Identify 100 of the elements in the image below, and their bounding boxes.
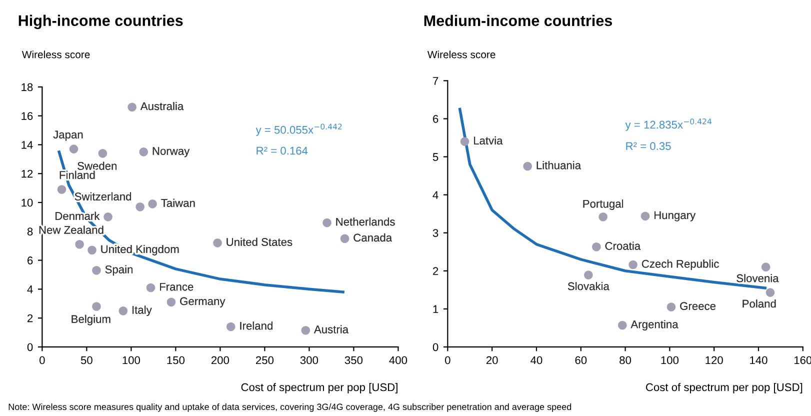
y-tick-label: 5 [432,153,438,161]
point [146,283,156,292]
point [666,302,676,312]
data-label: Netherlands [336,218,395,226]
annotation: R² = 0.35 [626,142,671,150]
point [104,212,112,222]
y-tick-label: 4 [27,286,33,294]
data-label: Latvia [474,136,503,145]
x-tick-label: 60 [575,356,587,364]
point [640,212,650,220]
y-tick-label: 0 [432,343,438,352]
data-label: Lithuania [536,161,582,170]
x-tick-label: 20 [486,356,498,364]
y-tick-label: 1 [433,305,438,313]
data-label: France [160,282,194,291]
x-tick-label: 50 [80,356,92,364]
data-label: Norway [152,147,190,158]
data-label: Slovakia [568,282,610,290]
point [213,238,222,248]
point [57,185,66,194]
y-tick-label: 0 [27,343,33,352]
annotation: y = 12.835x$^{−0.424}$ [625,118,712,131]
point [69,144,78,154]
y-tick-label: 3 [432,229,438,237]
y-tick-label: 4 [432,191,438,199]
data-label: Germany [180,297,226,308]
point [136,202,144,212]
y-tick-label: 7 [433,77,438,85]
x-tick-label: 120 [706,356,723,364]
point [460,137,470,146]
y-axis-title: Wireless score [427,50,496,58]
point [118,306,128,316]
x-axis-title: Cost of spectrum per pop [USD] [241,382,398,394]
x-tick-label: 250 [256,356,274,364]
annotation: y = 50.055x$^{−0.442}$ [256,124,342,136]
chart-title: High-income countries [18,14,183,30]
x-tick-label: 200 [211,356,230,364]
data-label: Italy [132,306,152,316]
x-tick-label: 400 [389,356,408,364]
point [584,270,593,280]
y-tick-label: 16 [22,112,33,120]
x-tick-label: 350 [344,356,363,364]
point [592,242,601,252]
y-axis-title: Wireless score [22,50,90,58]
point [766,288,775,297]
y-tick-label: 18 [22,83,33,92]
x-tick-label: 0 [40,356,45,364]
x-tick-label: 140 [750,356,768,364]
point [75,240,84,249]
point [166,298,176,307]
point [88,246,96,255]
y-tick-label: 6 [433,115,438,123]
y-tick-label: 12 [22,170,33,178]
x-tick-label: 150 [167,356,185,364]
annotation: R² = 0.164 [256,146,308,155]
point [139,148,148,156]
data-label: Spain [105,265,132,276]
x-tick-label: 80 [620,356,632,364]
data-label: United States [226,238,292,246]
x-tick-label: 100 [661,356,679,364]
data-label: Canada [354,233,392,242]
x-axis-title: Cost of spectrum per pop [USD] [646,382,802,394]
data-label: Austria [314,325,349,334]
point [92,266,101,275]
point [618,320,627,330]
point [598,212,608,222]
text: Note: Wireless score measures quality and uptake of data services, covering 3G/4G coverage, 4G subscriber penetration and average speed [8,403,572,412]
y-tick-label: 10 [22,198,33,207]
data-label: Hungary [654,211,696,222]
x-tick-label: 300 [300,356,318,364]
y-tick-label: 2 [28,314,33,322]
data-label: Australia [140,102,184,110]
data-label: Ireland [240,322,272,330]
point [523,162,532,171]
point [761,262,770,272]
y-tick-label: 14 [22,141,33,149]
data-label: Sweden [78,162,116,170]
data-label: Belgium [72,314,110,326]
point [340,234,350,244]
x-tick-label: 100 [122,356,140,364]
chart-title: Medium-income countries [424,14,612,26]
y-tick-label: 8 [27,228,33,236]
point [128,102,136,112]
data-label: Taiwan [161,198,195,207]
data-label: Slovenia [736,274,779,282]
point [301,326,310,335]
point [322,218,332,228]
data-label: Croatia [605,242,641,250]
x-tick-label: 40 [530,356,542,364]
point [628,260,638,270]
data-label: Argentina [630,320,678,330]
data-label: Japan [53,130,83,141]
data-label: Poland [742,300,776,308]
point [92,302,101,311]
x-tick-label: 0 [445,356,450,364]
data-label: Czech Republic [642,260,719,270]
point [226,322,236,332]
data-label: Greece [680,302,716,310]
point [148,200,157,208]
data-label: Portugal [583,200,624,210]
